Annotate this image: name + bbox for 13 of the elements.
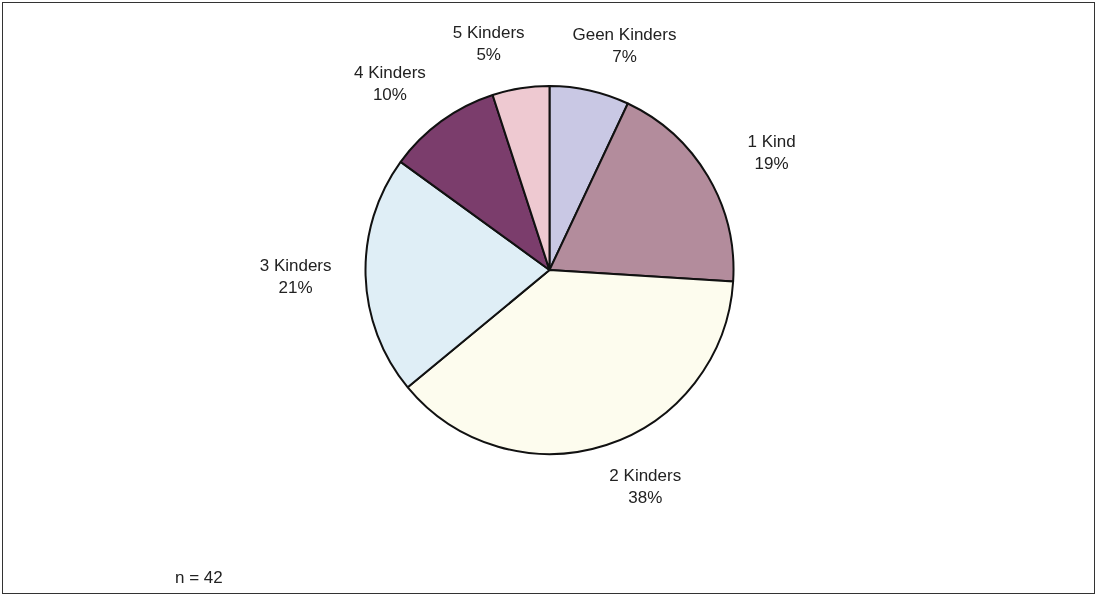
data-label: 38% (628, 488, 663, 508)
data-label: 7% (612, 47, 637, 67)
slice-label: 4 Kinders (353, 63, 426, 83)
data-label: 19% (754, 154, 789, 174)
slice-label: 3 Kinders (259, 255, 332, 275)
slice-label: Geen Kinders (572, 25, 677, 45)
data-label: 5% (476, 44, 501, 64)
slice-label: 1 Kind (747, 132, 796, 152)
slice-label: 5 Kinders (452, 22, 525, 42)
slice-label: 2 Kinders (609, 466, 682, 486)
data-label: 21% (278, 277, 313, 297)
text: n = 42 (175, 568, 223, 588)
data-label: 10% (372, 85, 407, 105)
